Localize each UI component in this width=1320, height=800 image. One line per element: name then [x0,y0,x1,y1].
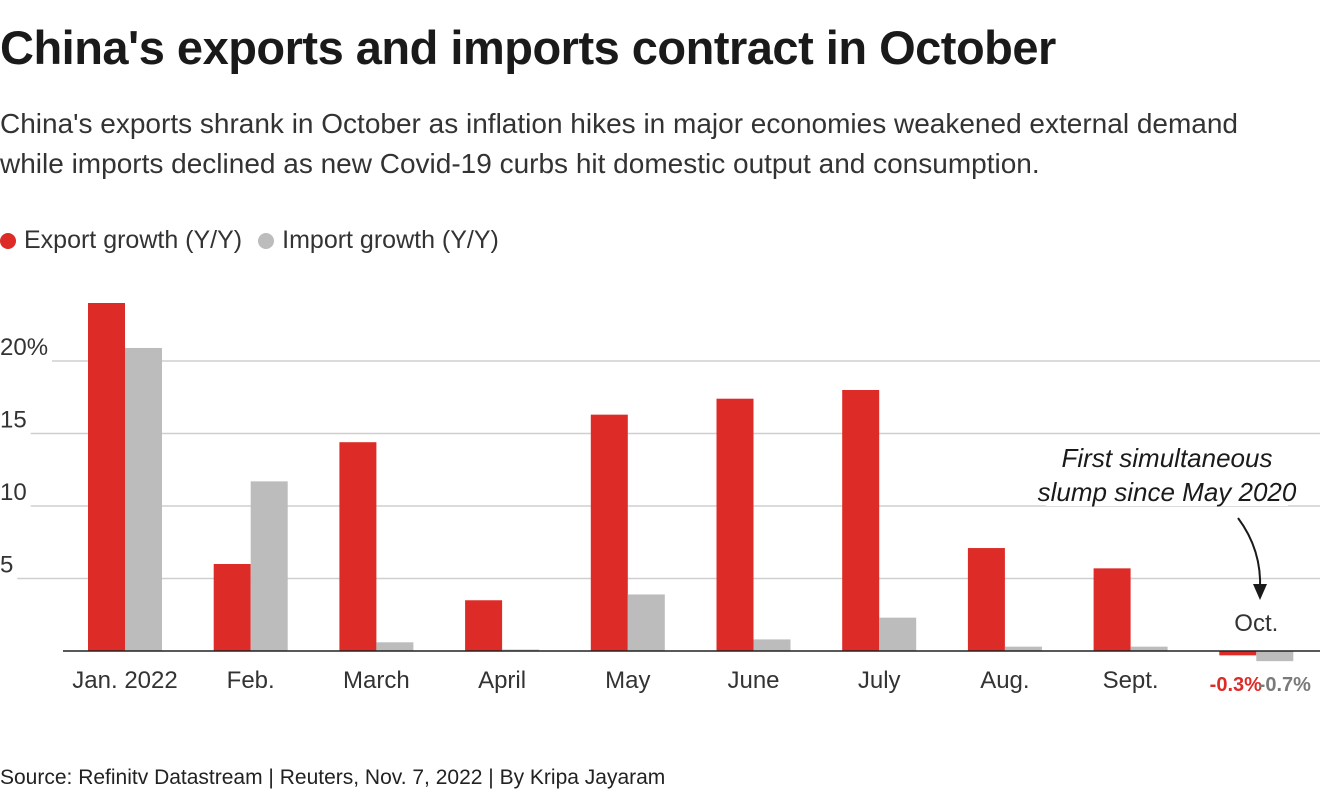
export-bar [842,390,880,651]
x-tick-label: Jan. 2022 [72,667,177,694]
import-swatch-icon [258,232,275,249]
import-oct-label: -0.7% [1259,674,1311,696]
annotation-line-2: slump since May 2020 [1038,477,1297,507]
source-note: Source: Refinitv Datastream | Reuters, N… [0,766,666,789]
export-bar [88,303,125,651]
x-tick-label: Feb. [227,667,275,694]
legend-item-export: Export growth (Y/Y) [0,226,242,255]
y-tick-backdrop [0,333,53,362]
y-tick-backdrop [0,478,31,507]
x-tick-label: Sept. [1103,667,1159,694]
export-swatch-icon [0,232,16,249]
x-tick-label: April [478,667,526,694]
x-tick-label: Oct. [1234,610,1278,637]
x-tick-label: June [727,667,779,694]
y-axis-ticks: 5 10 15 20% [0,333,53,580]
y-tick-label: 10 [0,479,27,506]
legend-label-export: Export growth (Y/Y) [24,226,243,254]
export-bar [213,564,251,651]
x-tick-label: July [858,667,901,694]
x-tick-label: March [343,667,410,694]
export-bar [967,548,1005,651]
y-tick-label: 5 [0,552,13,579]
import-bar [879,617,917,651]
data-labels: -0.3% -0.7% [1210,674,1311,696]
import-bar [250,481,288,651]
annotation-backdrop [1046,476,1288,506]
import-bar [376,642,414,651]
export-bar [590,414,628,651]
legend: Export growth (Y/Y) Import growth (Y/Y) [0,226,515,255]
import-bar [753,639,791,651]
export-bar [716,398,754,651]
x-axis-ticks: Jan. 2022 Feb. March April May June July Aug. Se… [72,610,1278,694]
chart-subtitle: China's exports shrank in October as inf… [0,108,1239,179]
export-oct-label: -0.3% [1210,674,1262,696]
import-bar [627,594,665,651]
y-tick-label: 20% [0,334,48,361]
export-bar [465,600,503,651]
annotation-line-1: First simultaneous [1062,443,1273,473]
import-bar [1130,646,1168,651]
export-bar [339,442,377,651]
import-bar [1004,646,1042,651]
legend-item-import: Import growth (Y/Y) [258,226,499,255]
legend-label-import: Import growth (Y/Y) [282,226,499,254]
arrowhead-icon [1253,584,1267,600]
y-tick-label: 15 [0,407,27,434]
x-tick-label: Aug. [980,667,1029,694]
import-bar [125,347,162,651]
x-tick-label: May [605,667,650,694]
bars [88,303,1294,662]
import-bar [1256,651,1294,662]
export-bar [1093,568,1131,651]
export-bar [1219,651,1257,656]
y-tick-backdrop [0,405,31,435]
annotation-arrow [1237,517,1262,591]
y-tick-backdrop [0,550,18,580]
chart-title: China's exports and imports contract in … [0,21,1056,74]
annotation: First simultaneous slump since May 2020 [1038,443,1297,600]
